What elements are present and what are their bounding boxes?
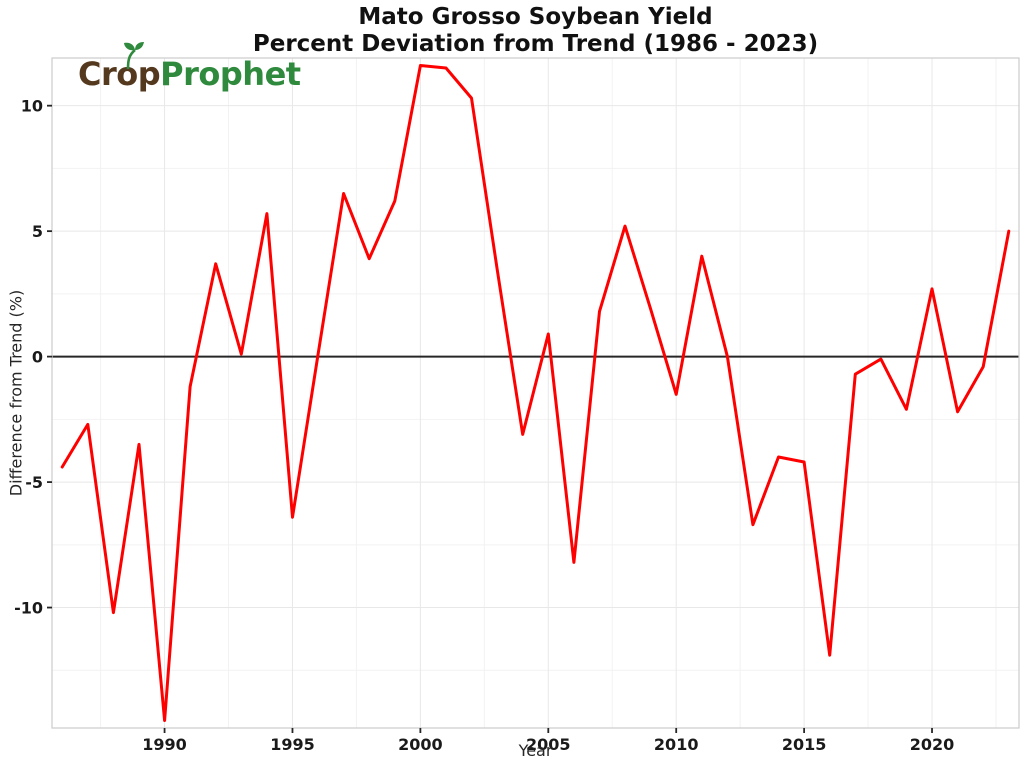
x-tick-label: 2010 xyxy=(654,735,699,754)
chart-title: Mato Grosso Soybean Yield Percent Deviat… xyxy=(52,4,1019,58)
y-tick-label: -10 xyxy=(14,599,43,618)
y-axis-label: Difference from Trend (%) xyxy=(6,289,26,497)
y-tick-label: 0 xyxy=(32,348,43,367)
x-tick-label: 1990 xyxy=(142,735,187,754)
x-tick-label: 2015 xyxy=(782,735,827,754)
x-tick-label: 2005 xyxy=(526,735,571,754)
y-tick-label: 10 xyxy=(21,97,43,116)
y-tick-label: 5 xyxy=(32,222,43,241)
logo-text-crop: Crop xyxy=(78,55,161,93)
x-tick-label: 1995 xyxy=(270,735,315,754)
logo-sprout-icon xyxy=(124,42,144,70)
x-tick-label: 2000 xyxy=(398,735,443,754)
yield-deviation-line xyxy=(60,64,1011,722)
logo-text-prophet: Prophet xyxy=(160,55,301,93)
x-axis-label: Year xyxy=(518,741,553,760)
plot-border xyxy=(51,57,1020,729)
x-tick-label: 2020 xyxy=(910,735,955,754)
chart-title-line-1: Mato Grosso Soybean Yield xyxy=(358,4,713,30)
crop-prophet-logo: CropProphet xyxy=(78,42,301,99)
y-tick-label: -5 xyxy=(25,473,43,492)
plot-panel xyxy=(52,58,1019,728)
chart-title-line-2: Percent Deviation from Trend (1986 - 202… xyxy=(252,31,819,57)
